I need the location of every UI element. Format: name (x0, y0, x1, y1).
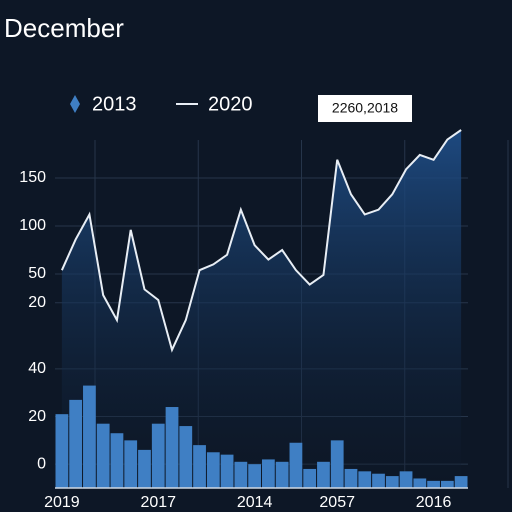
y2-tick-label: 50 (28, 265, 46, 282)
bar (55, 414, 69, 488)
bar (193, 445, 206, 488)
bar (220, 454, 234, 488)
x-tick-label: 2016 (416, 494, 452, 511)
bar (399, 471, 413, 488)
y-tick-label: 20 (28, 408, 46, 425)
legend-label: 2020 (208, 93, 253, 115)
bar (138, 449, 151, 488)
x-tick-label: 2017 (140, 494, 176, 511)
bar (454, 476, 468, 488)
bar (262, 459, 275, 488)
bar (151, 423, 165, 488)
bar (83, 385, 96, 488)
bar (344, 468, 358, 488)
annotation-box (318, 95, 412, 122)
bar (234, 461, 248, 488)
bar (110, 433, 124, 488)
bar (317, 461, 330, 488)
bar (372, 473, 385, 488)
x-tick-label: 2057 (319, 494, 355, 511)
chart-title: December (4, 13, 124, 43)
legend: 2013 2020 (70, 93, 253, 115)
line (60, 129, 462, 353)
bar (440, 480, 454, 488)
bar (206, 452, 220, 488)
bar (289, 442, 303, 488)
bar (179, 426, 193, 488)
y-tick-label: 0 (37, 455, 46, 472)
area (61, 130, 462, 488)
bar (275, 461, 289, 488)
x-tick-label: 2014 (237, 494, 273, 511)
x-tick-label: 2019 (44, 494, 80, 511)
legend-label: 2013 (92, 93, 137, 115)
bar (69, 399, 83, 488)
bar (385, 476, 399, 488)
bar (96, 423, 110, 488)
annotation: 2260,2018 (332, 100, 398, 116)
y2-tick-label: 150 (19, 169, 46, 186)
y-tick-label: 40 (28, 360, 46, 377)
bar (303, 468, 317, 488)
bar (165, 407, 179, 488)
bar (358, 471, 372, 488)
bar (330, 440, 344, 488)
bar (413, 478, 427, 488)
legend-symbol (70, 95, 80, 113)
bar (427, 480, 440, 488)
bar (248, 464, 261, 488)
y2-tick-label: 20 (28, 294, 46, 311)
y2-tick-label: 100 (19, 217, 46, 234)
bar (124, 440, 138, 488)
